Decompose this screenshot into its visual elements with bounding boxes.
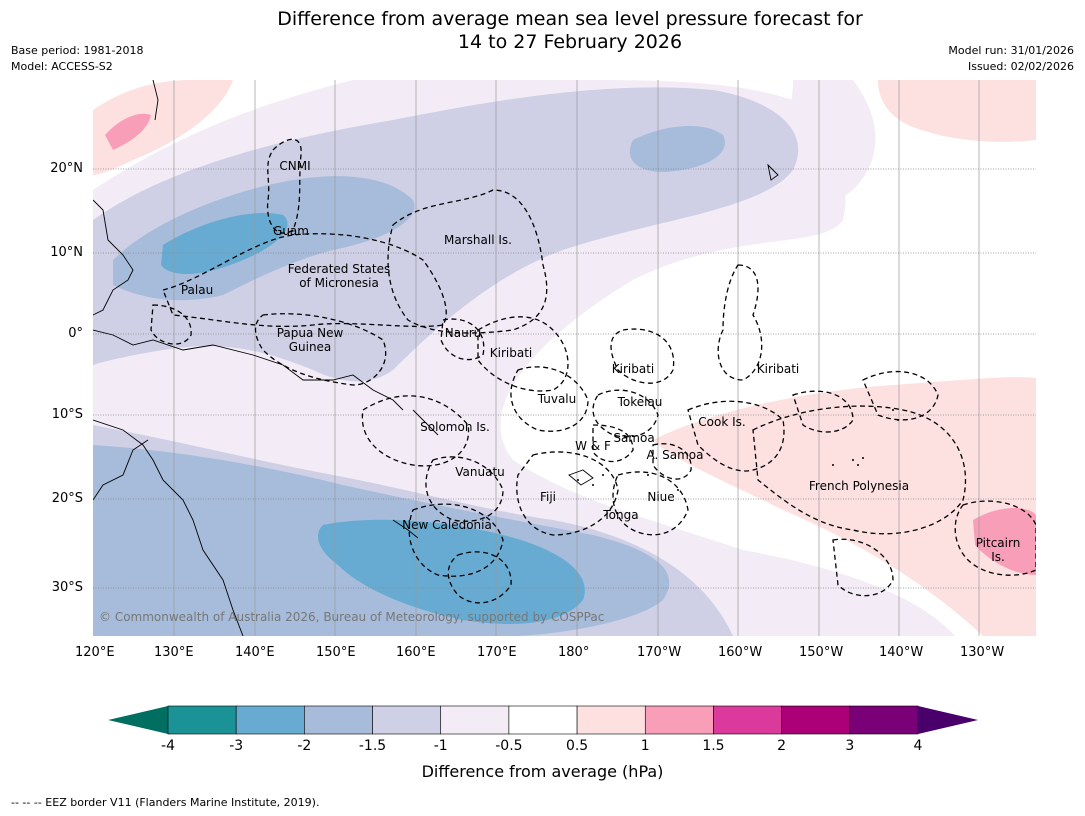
latitude-label: 20°N (50, 161, 83, 176)
anomaly-band-light-blue-hawaii (629, 125, 725, 172)
longitude-label: 160°W (718, 645, 763, 660)
region-label: Tonga (603, 508, 639, 522)
region-label: Kiribati (489, 346, 533, 360)
region-label: Fiji (539, 490, 557, 504)
colorbar-tick-label: 0.5 (565, 738, 589, 754)
colorbar-cell (849, 705, 919, 735)
title-line-1: Difference from average mean sea level p… (277, 8, 863, 30)
region-label: Cook Is. (698, 415, 746, 429)
colorbar-cell (508, 705, 578, 735)
region-label: Marshall Is. (444, 233, 512, 247)
graticule (173, 80, 980, 636)
colorbar-cell (644, 705, 714, 735)
latitude-label: 20°S (51, 491, 83, 506)
region-label: W & F (575, 439, 611, 453)
region-label: A. Samoa (646, 448, 704, 462)
region-label: New Caledonia (402, 518, 492, 532)
latitude-label: 10°S (51, 407, 83, 422)
colorbar-cell (781, 705, 851, 735)
model-run: Model run: 31/01/2026 (948, 44, 1074, 57)
region-label: French Polynesia (808, 479, 910, 493)
colorbar-cell (713, 705, 782, 735)
colorbar (108, 705, 978, 735)
colorbar-cell (576, 705, 646, 735)
longitude-label: 170°W (637, 645, 682, 660)
region-label: Palau (180, 283, 214, 297)
anomaly-band-blue-south (318, 519, 585, 624)
region-label: Niue (647, 490, 675, 504)
coastlines (93, 80, 779, 636)
region-label: Guam (273, 224, 309, 238)
region-label: Kiribati (756, 362, 800, 376)
latitude-label: 0° (68, 326, 83, 341)
anomaly-band-light-pink-northwest (93, 80, 233, 175)
longitude-label: 140°W (879, 645, 924, 660)
region-label: Tokelau (617, 395, 663, 409)
longitude-label: 140°E (235, 645, 275, 660)
colorbar-cell (372, 705, 442, 735)
colorbar-tick-label: 1 (640, 738, 650, 754)
colorbar-tick-label: 3 (845, 738, 855, 754)
colorbar-cell (235, 705, 305, 735)
map-area (93, 80, 1036, 636)
anomaly-band-light-pink-northeast (878, 80, 1036, 142)
longitude-label: 170°E (477, 645, 517, 660)
issued-date: Issued: 02/02/2026 (967, 60, 1074, 73)
colorbar-tick-label: -3 (229, 738, 244, 754)
colorbar-cell (167, 705, 237, 735)
region-label: Samoa (613, 431, 655, 445)
copyright-note: © Commonwealth of Australia 2026, Bureau… (99, 610, 605, 624)
map-title: Difference from average mean sea level p… (0, 8, 1085, 54)
meta-right: Model run: 31/01/2026 Issued: 02/02/2026 (948, 43, 1074, 75)
eez-footnote: -- -- -- EEZ border V11 (Flanders Marine… (11, 796, 320, 809)
meta-left: Base period: 1981-2018 Model: ACCESS-S2 (11, 43, 143, 75)
longitude-label: 150°W (799, 645, 844, 660)
colorbar-tick-label: 1.5 (702, 738, 725, 754)
title-line-2: 14 to 27 February 2026 (457, 31, 683, 53)
longitude-label: 120°E (75, 645, 115, 660)
colorbar-tick-label: -1.5 (358, 738, 387, 754)
latitude-label: 30°S (51, 580, 83, 595)
pressure-anomaly-map (93, 80, 1036, 636)
island-specks (577, 409, 899, 491)
colorbar-tick-label: -4 (161, 738, 175, 754)
anomaly-band-blue-north (161, 213, 288, 275)
anomaly-band-pink-pitcairn (973, 508, 1036, 575)
anomaly-band-light-pink-southeast (653, 377, 1036, 636)
region-label: Nauru (444, 326, 482, 340)
region-label: Tuvalu (537, 392, 577, 406)
anomaly-band-pink-northwest (105, 113, 151, 150)
region-label: Kiribati (611, 362, 655, 376)
model-name: Model: ACCESS-S2 (11, 60, 113, 73)
colorbar-label: Difference from average (hPa) (421, 762, 664, 781)
colorbar-cell (440, 705, 510, 735)
colorbar-tick-label: -1 (433, 738, 448, 754)
longitude-label: 130°E (154, 645, 194, 660)
colorbar-over-arrow (918, 706, 978, 734)
colorbar-tick-label: -0.5 (495, 738, 523, 754)
latitude-label: 10°N (50, 245, 83, 260)
longitude-label: 160°E (396, 645, 436, 660)
region-label: Pitcairn Is. (975, 536, 1021, 564)
region-label: CNMI (279, 159, 311, 173)
longitude-label: 180° (558, 645, 590, 660)
region-label: Papua New Guinea (276, 326, 344, 354)
base-period: Base period: 1981-2018 (11, 44, 144, 57)
longitude-label: 130°W (960, 645, 1005, 660)
region-label: Solomon Is. (420, 420, 490, 434)
colorbar-cell (304, 705, 373, 735)
anomaly-band-lavender (93, 87, 799, 382)
colorbar-tick-label: 4 (913, 738, 923, 754)
colorbar-tick-label: 2 (777, 738, 787, 754)
colorbar-tick-label: -2 (297, 738, 312, 754)
region-label: Vanuatu (455, 465, 505, 479)
colorbar-under-arrow (108, 706, 168, 734)
eez-borders (150, 138, 1036, 604)
longitude-label: 150°E (316, 645, 356, 660)
region-label: Federated States of Micronesia (287, 262, 391, 290)
